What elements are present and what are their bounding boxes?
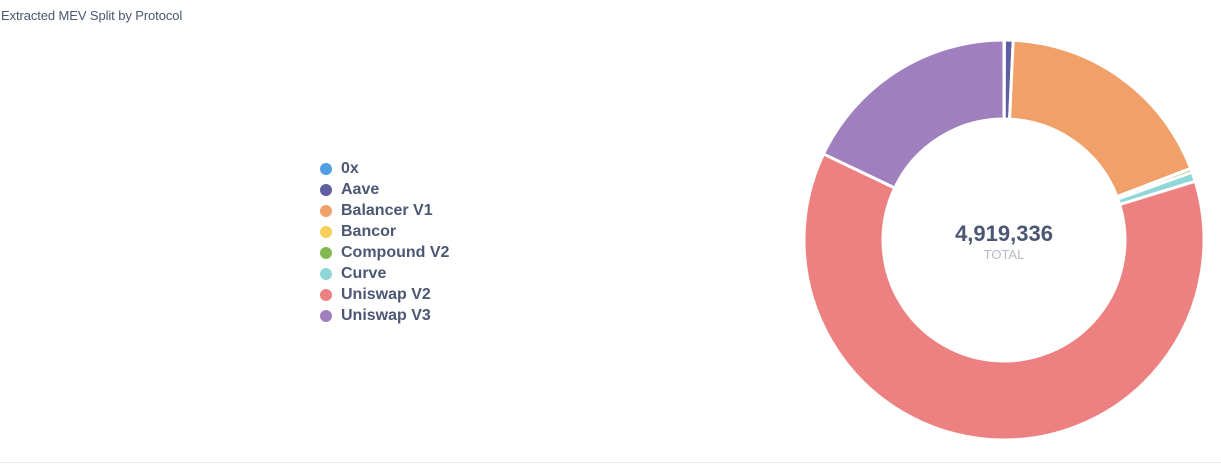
legend-color-dot (320, 267, 332, 280)
legend-item[interactable]: Compound V2 (320, 242, 449, 263)
legend-item[interactable]: Aave (320, 179, 449, 200)
chart-legend: 0x Aave Balancer V1 Bancor Compound V2 Curve U… (320, 158, 449, 326)
legend-label: Aave (341, 180, 380, 198)
legend-label: 0x (341, 159, 359, 177)
legend-item[interactable]: Balancer V1 (320, 200, 449, 221)
donut-slices (802, 38, 1206, 442)
legend-label: Bancor (341, 222, 397, 240)
legend-item[interactable]: Curve (320, 263, 449, 284)
legend-color-dot (320, 162, 332, 175)
legend-item[interactable]: Uniswap V2 (320, 284, 449, 305)
legend-item[interactable]: Bancor (320, 221, 449, 242)
legend-label: Uniswap V2 (341, 285, 431, 303)
legend-color-dot (320, 225, 332, 238)
legend-color-dot (320, 309, 332, 322)
legend-color-dot (320, 288, 332, 301)
legend-label: Uniswap V3 (341, 306, 431, 324)
legend-item[interactable]: Uniswap V3 (320, 305, 449, 326)
donut-slice[interactable] (802, 152, 1206, 442)
legend-color-dot (320, 204, 332, 217)
chart-title: Extracted MEV Split by Protocol (1, 8, 183, 23)
total-label: TOTAL (984, 247, 1025, 262)
total-value: 4,919,336 (955, 221, 1053, 246)
legend-color-dot (320, 246, 332, 259)
legend-label: Compound V2 (341, 243, 450, 261)
legend-label: Balancer V1 (341, 201, 433, 219)
legend-label: Curve (341, 264, 387, 282)
donut-slice[interactable] (1008, 38, 1193, 199)
card-bottom-border (0, 462, 1221, 463)
donut-slice[interactable] (821, 38, 1006, 190)
legend-color-dot (320, 183, 332, 196)
legend-item[interactable]: 0x (320, 158, 449, 179)
